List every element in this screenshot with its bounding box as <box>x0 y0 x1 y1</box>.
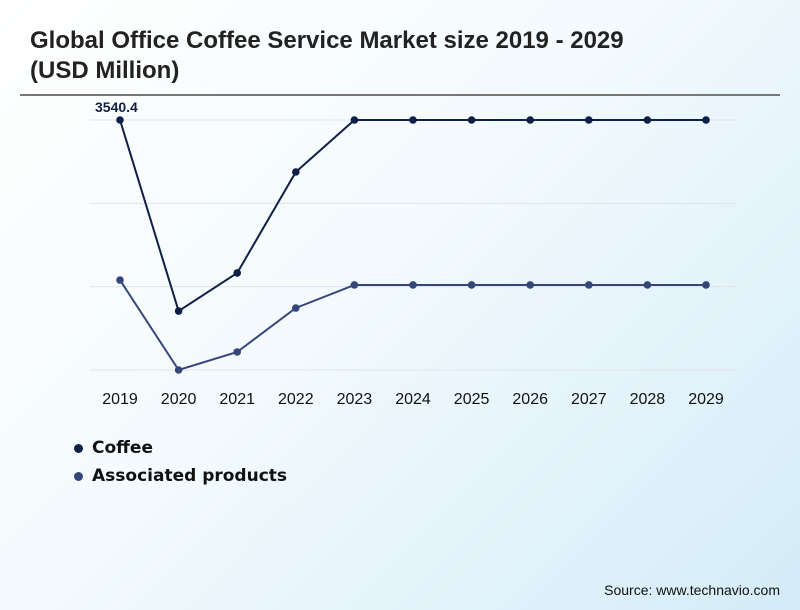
x-tick-label: 2027 <box>571 391 607 408</box>
x-tick-label: 2020 <box>161 391 197 408</box>
data-point <box>292 304 300 312</box>
title-divider <box>20 94 780 96</box>
data-point <box>526 116 534 124</box>
legend-marker-icon <box>74 443 83 453</box>
data-point <box>585 281 593 289</box>
x-tick-label: 2022 <box>278 391 314 408</box>
data-point <box>350 281 359 289</box>
legend-label: Associated products <box>92 466 288 486</box>
legend-item-associated-products[interactable]: Associated products <box>74 462 287 490</box>
data-point <box>233 348 241 356</box>
x-tick-label: 2021 <box>219 391 255 408</box>
data-point <box>585 116 593 124</box>
x-tick-label: 2026 <box>512 391 548 408</box>
x-tick-label: 2028 <box>630 391 666 408</box>
data-point <box>702 281 710 289</box>
x-tick-label: 2025 <box>454 391 490 408</box>
data-point <box>116 276 124 284</box>
series-line-1 <box>119 279 706 372</box>
x-tick-label: 2023 <box>337 391 373 408</box>
data-point <box>467 116 476 124</box>
x-tick-label: 2019 <box>102 391 138 408</box>
data-point <box>409 281 417 289</box>
data-point <box>292 168 300 176</box>
data-point <box>467 281 476 289</box>
data-point <box>116 116 124 124</box>
legend-item-coffee[interactable]: Coffee <box>74 434 287 462</box>
data-point <box>174 307 183 315</box>
data-point <box>643 116 652 124</box>
legend-marker-icon <box>74 471 83 481</box>
data-point <box>643 281 652 289</box>
data-point <box>174 366 183 374</box>
x-tick-label: 2024 <box>395 391 431 408</box>
legend: Coffee Associated products <box>74 434 287 490</box>
data-point <box>702 116 710 124</box>
data-point <box>350 116 359 124</box>
data-point <box>233 269 241 277</box>
source-credit: Source: www.technavio.com <box>604 582 780 598</box>
data-label: 3540.4 <box>95 99 138 115</box>
data-point <box>409 116 417 124</box>
data-point <box>526 281 534 289</box>
legend-label: Coffee <box>92 438 153 458</box>
chart-title: Global Office Coffee Service Market size… <box>30 27 624 84</box>
x-tick-label: 2029 <box>688 391 724 408</box>
